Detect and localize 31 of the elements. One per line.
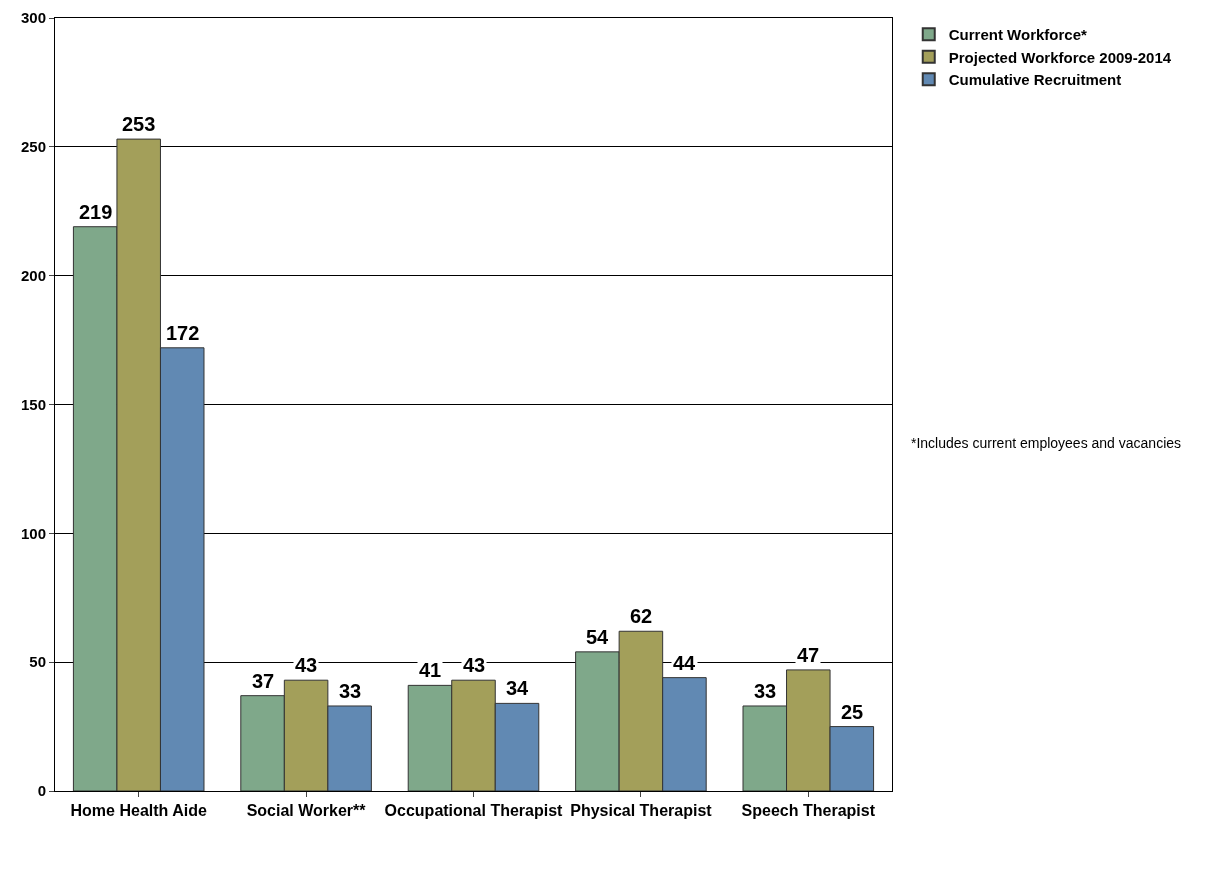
data-label: 25	[841, 701, 864, 723]
x-tick-label: Occupational Therapist	[384, 802, 564, 820]
data-label: 41	[419, 659, 442, 681]
y-tick-label: 200	[20, 266, 46, 284]
y-tick-label: 50	[29, 653, 46, 671]
y-tick-label: 300	[20, 9, 46, 27]
data-label: 47	[797, 644, 820, 666]
data-label: 219	[79, 201, 113, 223]
y-tick-label: 0	[37, 782, 46, 800]
x-tick-label: Speech Therapist	[741, 802, 876, 820]
y-tick-label: 150	[20, 395, 46, 413]
data-label: 37	[252, 670, 275, 692]
data-label: 43	[295, 654, 318, 676]
data-label: 33	[754, 680, 777, 702]
data-label: 44	[673, 652, 697, 674]
data-label: 253	[122, 113, 156, 135]
x-tick-label: Home Health Aide	[70, 802, 207, 820]
legend-label: Cumulative Recruitment	[948, 71, 1122, 89]
data-label: 34	[506, 677, 530, 699]
data-label: 43	[463, 654, 486, 676]
data-label: 33	[339, 680, 362, 702]
text: *Includes current employees and vacancies	[911, 435, 1182, 451]
x-tick-label: Social Worker**	[246, 802, 367, 820]
x-tick-label: Physical Therapist	[570, 802, 713, 820]
y-tick-label: 250	[20, 138, 46, 156]
legend-label: Projected Workforce 2009-2014	[948, 48, 1172, 66]
legend-label: Current Workforce*	[948, 26, 1087, 44]
data-label: 62	[630, 605, 653, 627]
y-tick-label: 100	[20, 524, 46, 542]
data-label: 172	[166, 322, 200, 344]
data-label: 54	[586, 626, 610, 648]
